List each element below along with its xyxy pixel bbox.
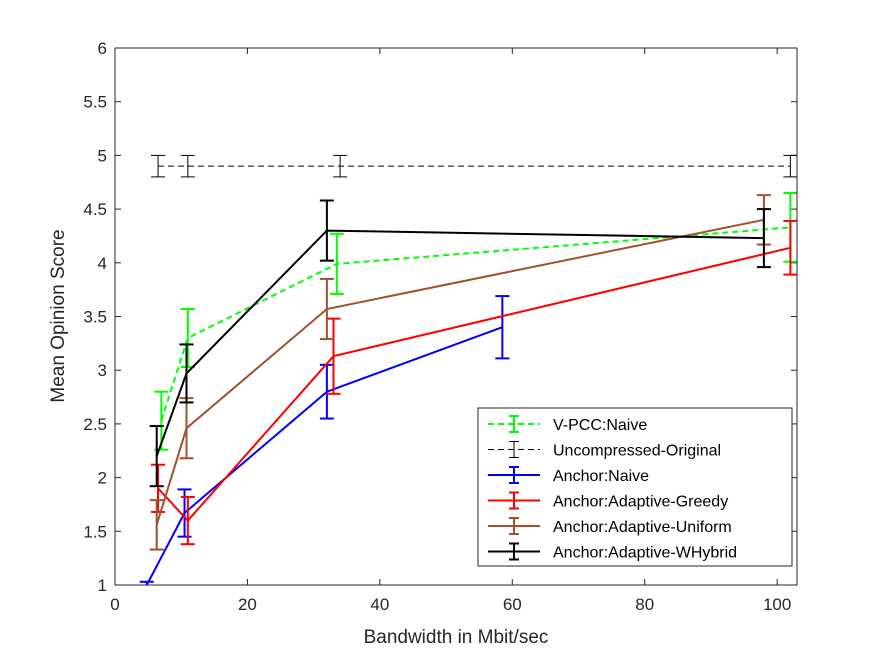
ticks-layer: 0 20 40 60 80 100 1 1.5 2 2.5 3 3.5 4 4.5 5 5.5 6	[83, 39, 797, 614]
legend-label: Anchor:Adaptive-Uniform	[553, 519, 732, 536]
series-v-pcc-naive	[154, 191, 797, 451]
y-tick-label: 2	[98, 469, 107, 488]
series-anchor-adaptive-uniform	[149, 194, 771, 551]
legend-item: Uncompressed-Original	[488, 441, 721, 460]
series-anchor-adaptive-whybrid	[149, 199, 771, 488]
series-uncompressed-original	[151, 154, 797, 178]
series-line	[160, 226, 791, 422]
y-tick-label: 1	[98, 576, 107, 595]
x-axis-label: Bandwidth in Mbit/sec	[364, 627, 549, 648]
legend-label: Anchor:Adaptive-Greedy	[553, 494, 728, 511]
y-tick-label: 4.5	[83, 200, 107, 219]
series-layer	[139, 154, 797, 585]
legend-box	[477, 407, 793, 567]
x-tick-label: 80	[635, 595, 654, 614]
series-anchor-naive	[139, 295, 510, 585]
y-tick-label: 3	[98, 361, 107, 380]
legend-label: V-PCC:Naive	[553, 417, 647, 434]
x-tick-label: 0	[110, 595, 119, 614]
x-tick-label: 100	[763, 595, 791, 614]
y-tick-label: 4	[98, 254, 107, 273]
series-line	[155, 218, 765, 526]
y-tick-label: 5.5	[83, 93, 107, 112]
legend-item: Anchor:Adaptive-Greedy	[488, 491, 728, 511]
legend-item: V-PCC:Naive	[488, 415, 647, 434]
series-line	[157, 246, 791, 523]
y-tick-label: 2.5	[83, 415, 107, 434]
y-axis-label: Mean Opinion Score	[48, 229, 69, 402]
x-tick-label: 20	[238, 595, 257, 614]
legend-label: Anchor:Naive	[553, 468, 649, 485]
y-tick-label: 6	[98, 39, 107, 58]
legend-label: Uncompressed-Original	[553, 443, 721, 460]
legend-item: Anchor:Naive	[488, 466, 649, 485]
x-tick-label: 40	[370, 595, 389, 614]
legend: V-PCC:Naive Uncompressed-Original Anchor:N…	[477, 407, 793, 567]
y-tick-label: 5	[98, 146, 107, 165]
series-line	[145, 326, 503, 585]
x-tick-label: 60	[503, 595, 522, 614]
legend-item: Anchor:Adaptive-Uniform	[488, 517, 732, 536]
y-tick-label: 1.5	[83, 522, 107, 541]
series-line	[155, 229, 764, 457]
y-tick-label: 3.5	[83, 308, 107, 327]
series-anchor-adaptive-greedy	[151, 219, 797, 546]
legend-label: Anchor:Adaptive-WHybrid	[553, 545, 737, 562]
legend-item: Anchor:Adaptive-WHybrid	[488, 542, 737, 562]
plot-frame	[114, 47, 798, 586]
